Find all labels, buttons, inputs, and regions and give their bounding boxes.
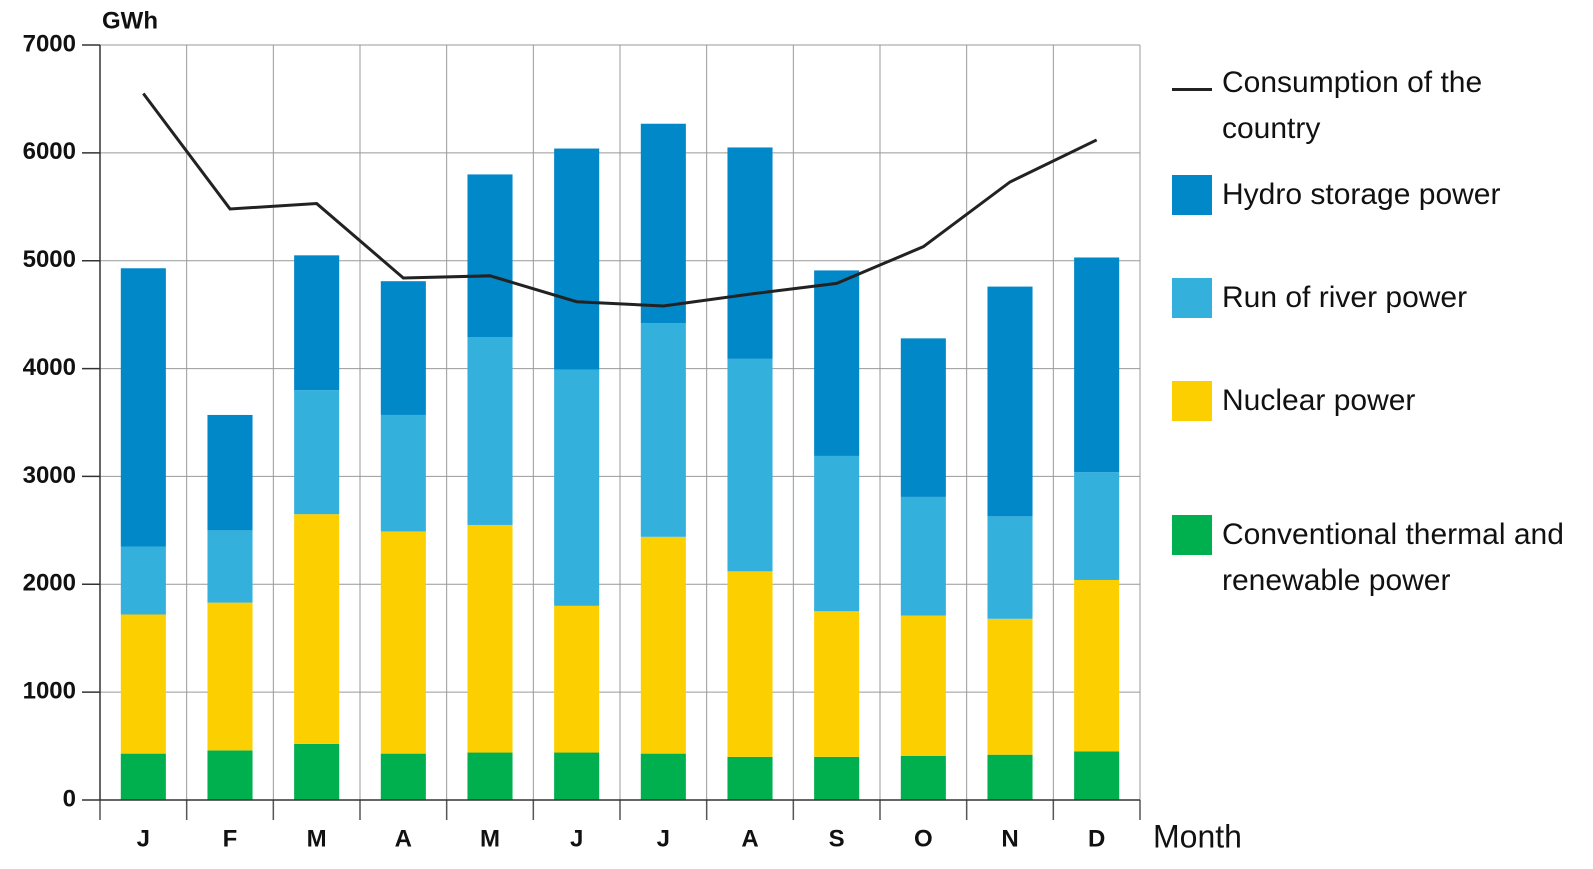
bar-segment [987,618,1033,755]
bar-segment [640,123,686,324]
bar-segment [294,255,340,391]
y-tick-label: 4000 [23,354,76,381]
y-tick-label: 5000 [23,246,76,273]
legend-label: Run of river power [1222,281,1468,314]
bar-segment [467,337,513,525]
x-tick-label: J [657,825,670,852]
bar-segment [814,270,860,456]
bar-segment [900,615,946,756]
x-tick-label: S [829,825,845,852]
y-tick-label: 6000 [23,138,76,165]
legend-label: Hydro storage power [1222,178,1501,211]
x-tick-label: A [741,825,758,852]
bar-segment [727,147,773,359]
bar-segment [727,571,773,757]
legend-line [1172,88,1212,91]
bar-segment [467,524,513,753]
legend-label: Consumption of the country [1222,66,1483,145]
y-axis-label: GWh [102,7,158,34]
bar-segment [120,268,166,547]
x-tick-label: N [1001,825,1018,852]
y-tick-label: 0 [63,785,76,812]
bar-segment [814,455,860,612]
legend-swatch [1172,381,1212,421]
bar-segment [380,531,426,754]
x-tick-label: M [307,825,327,852]
bar-segment [207,602,253,751]
bar-segment [640,536,686,754]
bar-segment [294,743,340,800]
bar-segment [1074,257,1120,473]
bar-segment [814,611,860,757]
bar-segment [1074,579,1120,752]
y-tick-label: 1000 [23,677,76,704]
y-tick-label: 7000 [23,30,76,57]
bar-segment [814,756,860,800]
bar-segment [207,750,253,800]
x-tick-label: M [480,825,500,852]
bar-segment [207,414,253,531]
legend-label: Nuclear power [1222,384,1416,417]
bar-segment [987,754,1033,800]
legend-swatch [1172,278,1212,318]
bar-segment [554,148,600,370]
x-tick-label: F [223,825,238,852]
bar-segment [207,530,253,603]
bar-segment [380,414,426,532]
bar-segment [727,358,773,572]
bar-segment [554,752,600,800]
bar-segment [640,323,686,537]
bar-segment [380,753,426,800]
bar-segment [1074,751,1120,800]
legend-swatch [1172,515,1212,555]
bar-segment [900,338,946,497]
bar-segment [467,174,513,338]
bar-segment [380,281,426,415]
bar-segment [987,516,1033,619]
bar-segment [640,753,686,800]
x-tick-label: J [137,825,150,852]
x-axis-label: Month [1153,818,1242,854]
grid [82,44,1141,820]
bar-segment [467,752,513,800]
x-tick-label: A [395,825,412,852]
x-tick-label: O [914,825,933,852]
bar-segment [554,369,600,606]
bar-segment [120,753,166,800]
bar-segment [900,496,946,616]
bar-segment [554,605,600,753]
y-tick-label: 2000 [23,570,76,597]
legend-label: Conventional thermal and renewable power [1222,518,1564,597]
bar-segment [727,756,773,800]
bar-segment [294,390,340,515]
bar-segment [987,286,1033,517]
x-tick-label: J [570,825,583,852]
bar-segment [294,514,340,744]
bar-segment [1074,472,1120,580]
x-tick-label: D [1088,825,1105,852]
line-series [142,92,1098,308]
legend-swatch [1172,175,1212,215]
bar-segment [120,614,166,754]
bar-segment [120,546,166,615]
bar-segment [900,755,946,800]
y-tick-label: 3000 [23,462,76,489]
